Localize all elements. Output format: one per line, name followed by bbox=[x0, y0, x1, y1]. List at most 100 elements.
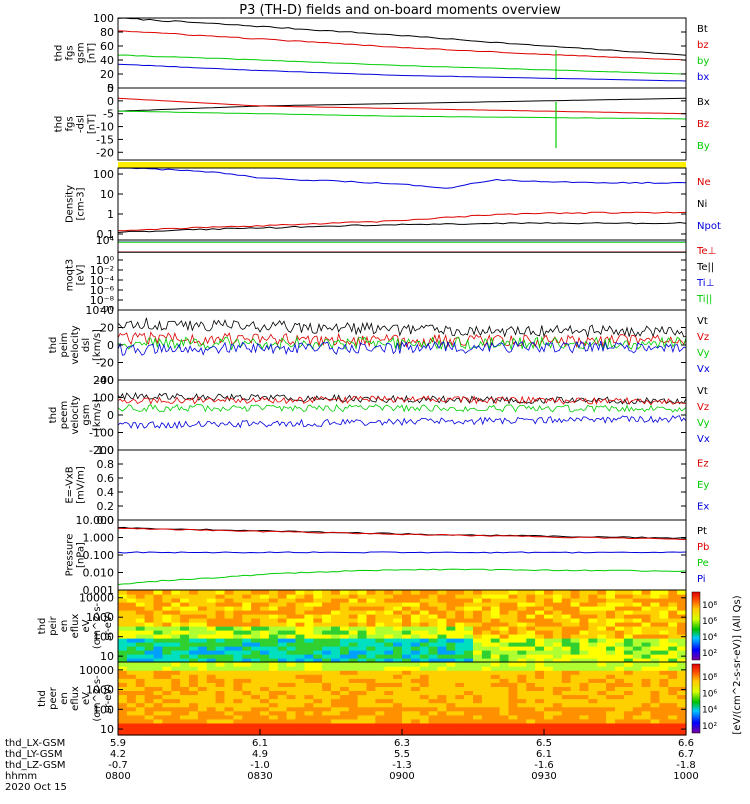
spectrogram-cell bbox=[588, 642, 598, 647]
spectrogram-cell bbox=[295, 614, 305, 619]
spectrogram-cell bbox=[597, 726, 607, 732]
spectrogram-cell bbox=[481, 642, 492, 647]
spectrogram-cell bbox=[215, 594, 226, 599]
spectrogram-cell bbox=[357, 634, 368, 639]
spectrogram-cell bbox=[473, 694, 483, 700]
spectrogram-cell bbox=[357, 674, 368, 679]
colorbar-tick-label: 10⁶ bbox=[702, 689, 717, 699]
spectrogram-cell bbox=[615, 646, 625, 651]
spectrogram-cell bbox=[588, 658, 598, 663]
spectrogram-cell bbox=[499, 686, 510, 691]
spectrogram-cell bbox=[517, 658, 527, 663]
spectrogram-cell bbox=[375, 602, 385, 607]
spectrogram-cell bbox=[295, 610, 305, 615]
spectrogram-cell bbox=[339, 634, 350, 639]
spectrogram-cell bbox=[597, 602, 607, 607]
spectrogram-cell bbox=[384, 618, 394, 623]
spectrogram-cell bbox=[197, 702, 208, 708]
spectrogram-cell bbox=[171, 638, 181, 643]
spectrogram-cell bbox=[162, 690, 172, 696]
spectrogram-cell bbox=[597, 706, 607, 712]
spectrogram-cell bbox=[162, 678, 172, 683]
spectrogram-cell bbox=[650, 718, 660, 724]
spectrogram-cell bbox=[304, 602, 314, 607]
spectrogram-cell bbox=[233, 710, 243, 716]
spectrogram-cell bbox=[357, 686, 368, 691]
spectrogram-cell bbox=[366, 686, 376, 691]
spectrogram-cell bbox=[144, 698, 155, 704]
spectrogram-cell bbox=[437, 714, 447, 720]
spectrogram-cell bbox=[118, 674, 128, 679]
colorbar-tick-label: 10⁴ bbox=[702, 633, 717, 643]
spectrogram-cell bbox=[526, 630, 536, 635]
spectrogram-cell bbox=[615, 730, 625, 736]
spectrogram-cell bbox=[393, 698, 403, 704]
spectrogram-cell bbox=[623, 610, 634, 615]
spectrogram-cell bbox=[535, 670, 545, 675]
spectrogram-cell bbox=[552, 694, 563, 700]
spectrogram-cell bbox=[189, 594, 199, 599]
spectrogram-cell bbox=[180, 606, 190, 611]
spectrogram-cell bbox=[357, 670, 368, 675]
spectrogram-cell bbox=[499, 594, 510, 599]
spectrogram-cell bbox=[606, 634, 616, 639]
spectrogram-cell bbox=[197, 682, 208, 687]
spectrogram-cell bbox=[615, 690, 625, 696]
spectrogram-cell bbox=[384, 610, 394, 615]
spectrogram-cell bbox=[242, 714, 252, 720]
spectrogram-cell bbox=[402, 598, 412, 603]
series-line-Npot bbox=[118, 167, 687, 189]
spectrogram-cell bbox=[197, 678, 208, 683]
spectrogram-cell bbox=[118, 686, 128, 691]
spectrogram-cell bbox=[428, 630, 439, 635]
legend-Vx: Vx bbox=[697, 434, 710, 445]
spectrogram-cell bbox=[650, 642, 660, 647]
spectrogram-cell bbox=[455, 602, 465, 607]
spectrogram-cell bbox=[295, 726, 305, 732]
spectrogram-cell bbox=[641, 642, 652, 647]
spectrogram-cell bbox=[393, 630, 403, 635]
spectrogram-cell bbox=[615, 670, 625, 675]
spectrogram-cell bbox=[446, 698, 456, 704]
spectrogram-cell bbox=[162, 594, 172, 599]
spectrogram-cell bbox=[410, 606, 421, 611]
spectrogram-cell bbox=[180, 674, 190, 679]
spectrogram-cell bbox=[393, 598, 403, 603]
spectrogram-cell bbox=[650, 702, 660, 708]
spectrogram-cell bbox=[659, 598, 669, 603]
spectrogram-cell bbox=[197, 606, 208, 611]
spectrogram-cell bbox=[517, 646, 527, 651]
legend-Bz: Bz bbox=[697, 119, 709, 130]
spectrogram-cell bbox=[579, 662, 589, 667]
spectrogram-cell bbox=[402, 614, 412, 619]
spectrogram-cell bbox=[659, 710, 669, 716]
spectrogram-cell bbox=[615, 654, 625, 659]
spectrogram-cell bbox=[224, 670, 234, 675]
spectrogram-cell bbox=[295, 690, 305, 696]
spectrogram-cell bbox=[632, 730, 643, 736]
spectrogram-cell bbox=[366, 730, 376, 736]
spectrogram-cell bbox=[135, 662, 146, 667]
spectrogram-cell bbox=[552, 722, 563, 728]
spectrogram-cell bbox=[561, 606, 572, 611]
spectrogram-cell bbox=[650, 646, 660, 651]
spectrogram-cell bbox=[339, 630, 350, 635]
spectrogram-cell bbox=[526, 614, 536, 619]
spectrogram-cell bbox=[189, 710, 199, 716]
spectrogram-cell bbox=[322, 694, 332, 700]
spectrogram-cell bbox=[322, 594, 332, 599]
y-axis-label: fgs bbox=[65, 45, 76, 60]
spectrogram-cell bbox=[606, 698, 616, 704]
spectrogram-cell bbox=[668, 646, 678, 651]
spectrogram-cell bbox=[446, 690, 456, 696]
spectrogram-cell bbox=[579, 694, 589, 700]
spectrogram-cell bbox=[393, 730, 403, 736]
spectrogram-cell bbox=[428, 658, 439, 663]
spectrogram-cell bbox=[153, 626, 163, 631]
spectrogram-cell bbox=[570, 666, 581, 671]
spectrogram-cell bbox=[499, 726, 510, 732]
spectrogram-cell bbox=[632, 622, 643, 627]
spectrogram-cell bbox=[135, 686, 146, 691]
spectrogram-cell bbox=[393, 682, 403, 687]
spectrogram-cell bbox=[659, 658, 669, 663]
